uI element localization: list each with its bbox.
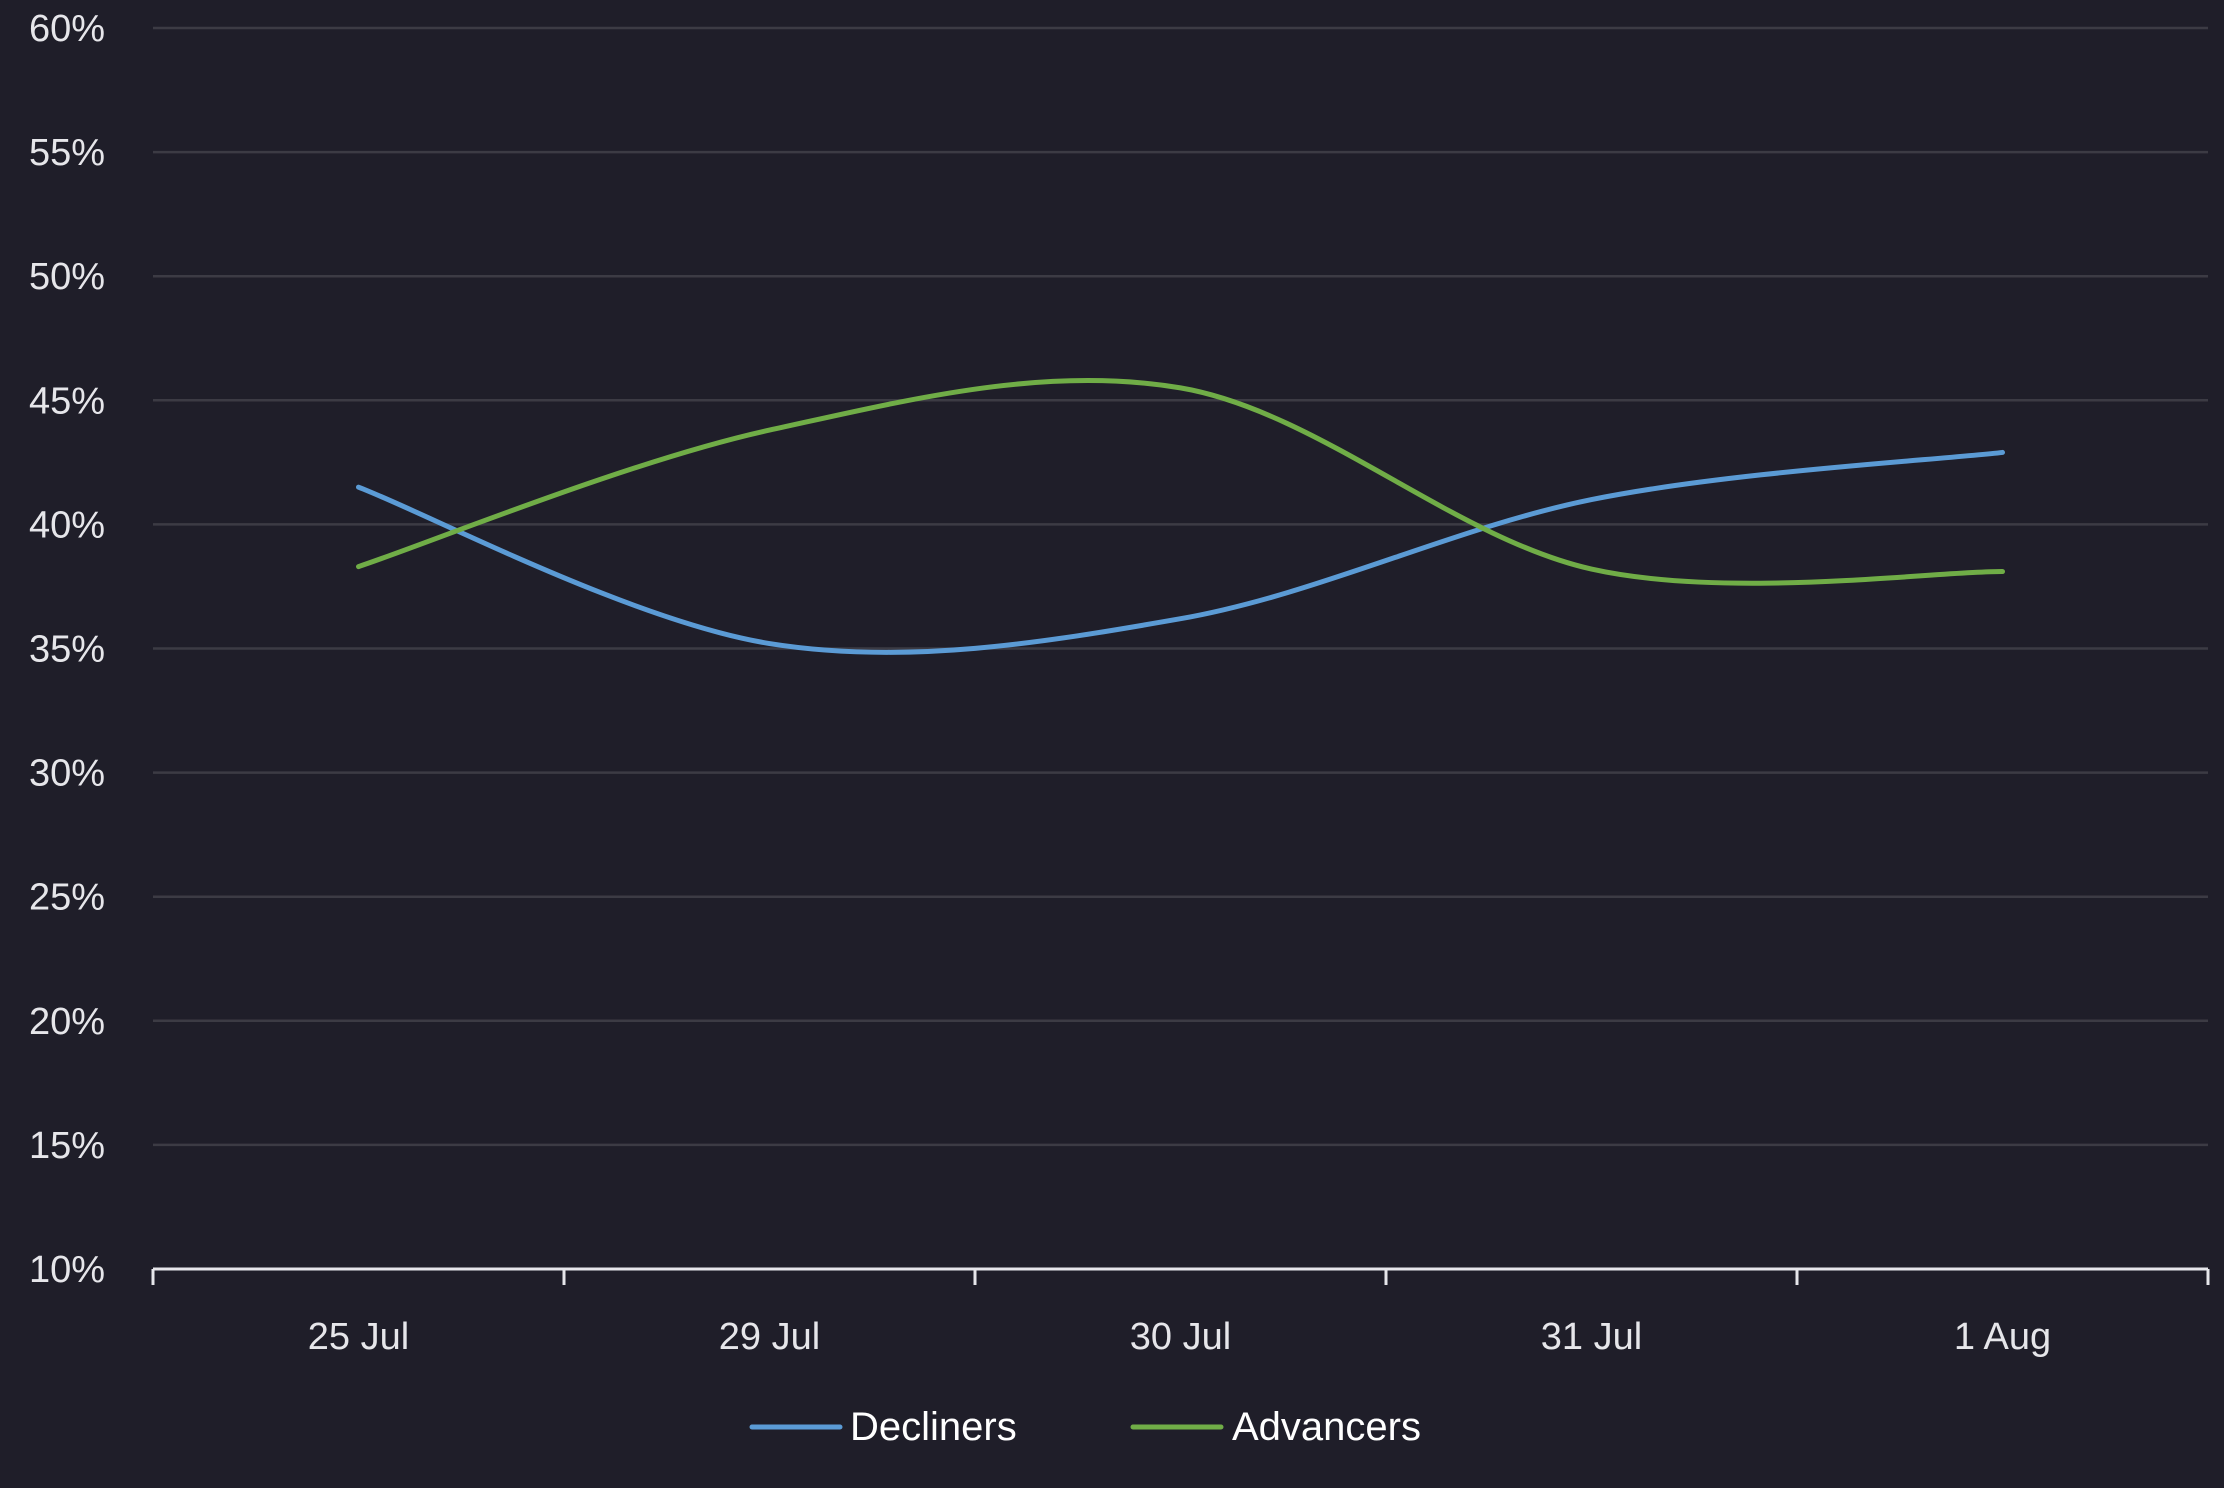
series-line-decliners [356,449,2005,655]
y-tick-label: 50% [29,256,105,298]
y-tick-label: 45% [29,380,105,422]
y-tick-label: 20% [29,1001,105,1043]
x-tick-label: 29 Jul [719,1316,820,1358]
gridlines [153,26,2208,1147]
legend-label: Decliners [850,1405,1017,1449]
series-line-advancers [356,377,2005,586]
legend-label: Advancers [1232,1405,1421,1449]
legend: Decliners Advancers [749,1405,1421,1449]
y-tick-label: 55% [29,132,105,174]
legend-item-decliners: Decliners [749,1405,1017,1449]
legend-item-advancers: Advancers [1130,1405,1421,1449]
y-axis-tick-labels: 10% 15% 20% 25% 30% 35% 40% 45% 50% 55% 60% [29,8,105,1291]
y-tick-label: 15% [29,1125,105,1167]
x-tick-label: 1 Aug [1954,1316,2051,1358]
y-tick-label: 25% [29,877,105,919]
series-lines [356,377,2005,655]
x-axis: 25 Jul 29 Jul 30 Jul 31 Jul 1 Aug [151,1267,2210,1358]
x-tick-label: 31 Jul [1541,1316,1642,1358]
x-tick-label: 25 Jul [308,1316,409,1358]
y-tick-label: 40% [29,504,105,546]
y-tick-label: 30% [29,753,105,795]
y-tick-label: 60% [29,8,105,50]
y-tick-label: 35% [29,629,105,671]
y-tick-label: 10% [29,1249,105,1291]
x-tick-label: 30 Jul [1130,1316,1231,1358]
